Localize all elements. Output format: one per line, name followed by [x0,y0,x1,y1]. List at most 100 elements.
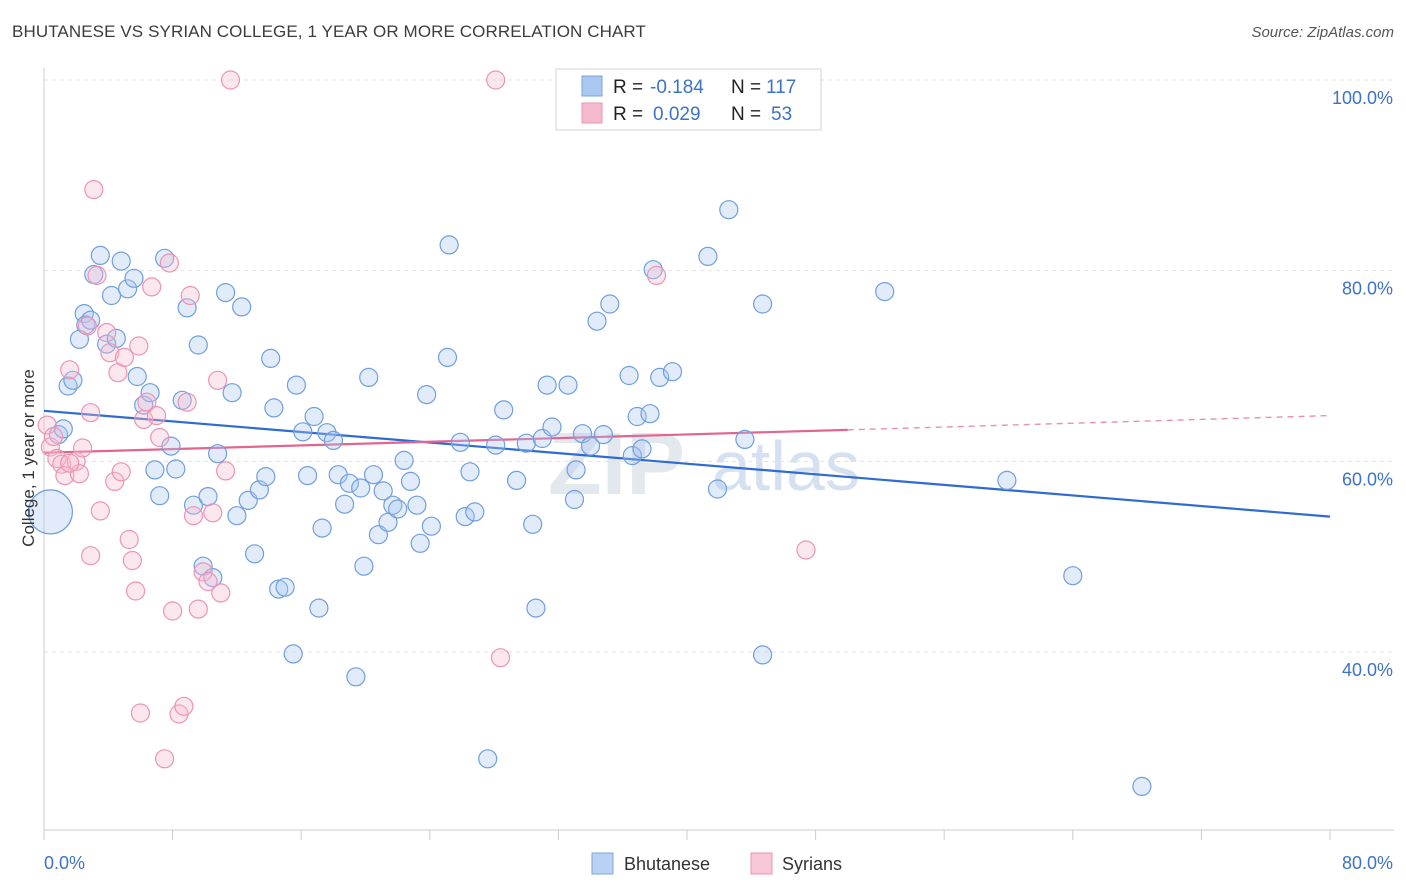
bhutanese-point [439,235,459,255]
syrians-point [137,392,157,412]
bhutanese-point [719,200,739,220]
watermark-zip: ZIP [548,414,685,513]
bhutanese-point [106,328,126,348]
bhutanese-point [407,495,427,515]
bhutanese-point [526,598,546,618]
syrians-point [100,343,120,363]
bhutanese-point [124,268,144,288]
syrians-point [69,464,90,484]
syrians-point [193,562,213,582]
bhutanese-point [421,516,441,536]
syrians-point [43,426,64,447]
syrians-point [87,265,107,285]
bhutanese-point [494,400,514,420]
bhutanese-point [232,297,252,317]
bhutanese-point [707,479,728,499]
bhutanese-point [53,419,73,439]
bhutanese-point [587,311,607,331]
bhutanese-point [261,348,281,368]
bhutanese-point [351,478,371,498]
syrians-point [203,503,223,523]
bhutanese-point [455,506,475,527]
bhutanese-point [150,486,170,506]
syrians-point [183,506,204,526]
bottom-legend-syrians: Syrians [782,854,842,874]
syrians-point [119,529,139,550]
bhutanese-point [188,335,208,355]
bhutanese-point [183,495,204,515]
grid-lines [44,79,1394,653]
axes [43,68,1394,840]
y-tick-label: 40.0% [1342,660,1393,680]
bhutanese-point [394,450,414,470]
source-label: Source: ZipAtlas.com [1251,24,1394,41]
bhutanese-point [400,471,421,491]
bhutanese-point [516,433,536,453]
bhutanese-point [566,460,586,480]
syrians-point [60,453,80,473]
bhutanese-point [619,365,639,386]
bottom-legend-swatch-bhutanese [591,852,614,875]
syrians-point [111,462,131,482]
syrians-point [77,316,98,336]
bhutanese-point [111,251,131,271]
bhutanese-point [460,462,480,482]
syrians-point [37,415,57,435]
syrians-point [796,540,816,560]
bhutanese-point [166,459,186,479]
syrians-point [146,406,167,426]
bhutanese-point [1063,566,1083,586]
legend-r-label-2: R = [613,104,643,125]
bhutanese-point [283,644,303,664]
syrians-point [486,70,506,90]
y-tick-label: 100.0% [1332,88,1393,108]
bhutanese-point [335,494,355,514]
syrians-point [490,648,511,668]
bottom-legend-swatch-syrians [750,852,773,875]
bhutanese-point [354,556,374,576]
bhutanese-point [650,367,670,387]
bhutanese-point [134,395,154,415]
bhutanese-point [145,460,165,480]
syrians-point [177,392,197,412]
bhutanese-point [593,425,614,445]
bhutanese-point [216,283,236,303]
syrians-point [60,360,80,380]
bhutanese-point [127,366,147,387]
series-legend: Bhutanese Syrians [591,852,842,875]
syrians-point [122,550,142,571]
y-tick-label: 80.0% [1342,279,1393,299]
x-tick-label-min: 0.0% [44,853,85,873]
bhutanese-point [537,375,557,395]
bhutanese-point [304,406,324,427]
syrians-point [84,180,104,200]
bhutanese-point [27,489,74,535]
syrians-point [155,749,175,769]
syrians-point [105,471,125,491]
syrians-point [129,336,149,356]
syrians-point [159,253,179,273]
bhutanese-point [388,499,408,519]
bhutanese-point [523,514,543,534]
bhutanese-point [875,282,895,302]
bhutanese-point [506,470,527,490]
bhutanese-point [117,279,138,299]
bottom-legend-bhutanese: Bhutanese [624,854,710,874]
bhutanese-point [245,544,265,564]
legend-n-value-1: 117 [766,77,796,98]
bhutanese-point [698,246,718,266]
bhutanese-point [90,245,110,265]
bhutanese-point [198,487,218,507]
bhutanese-point [752,645,773,665]
syrians-point [211,583,231,603]
bhutanese-point [63,370,83,390]
legend-r-label-1: R = [613,77,643,98]
syrians-point [150,427,170,448]
syrians-point [126,581,146,601]
bhutanese-point [542,417,562,437]
legend-r-value-2: 0.029 [653,104,701,125]
syrians-point [174,696,194,716]
bhutanese-point [486,435,506,455]
bhutanese-point [373,481,393,501]
bhutanese-point [346,667,366,687]
